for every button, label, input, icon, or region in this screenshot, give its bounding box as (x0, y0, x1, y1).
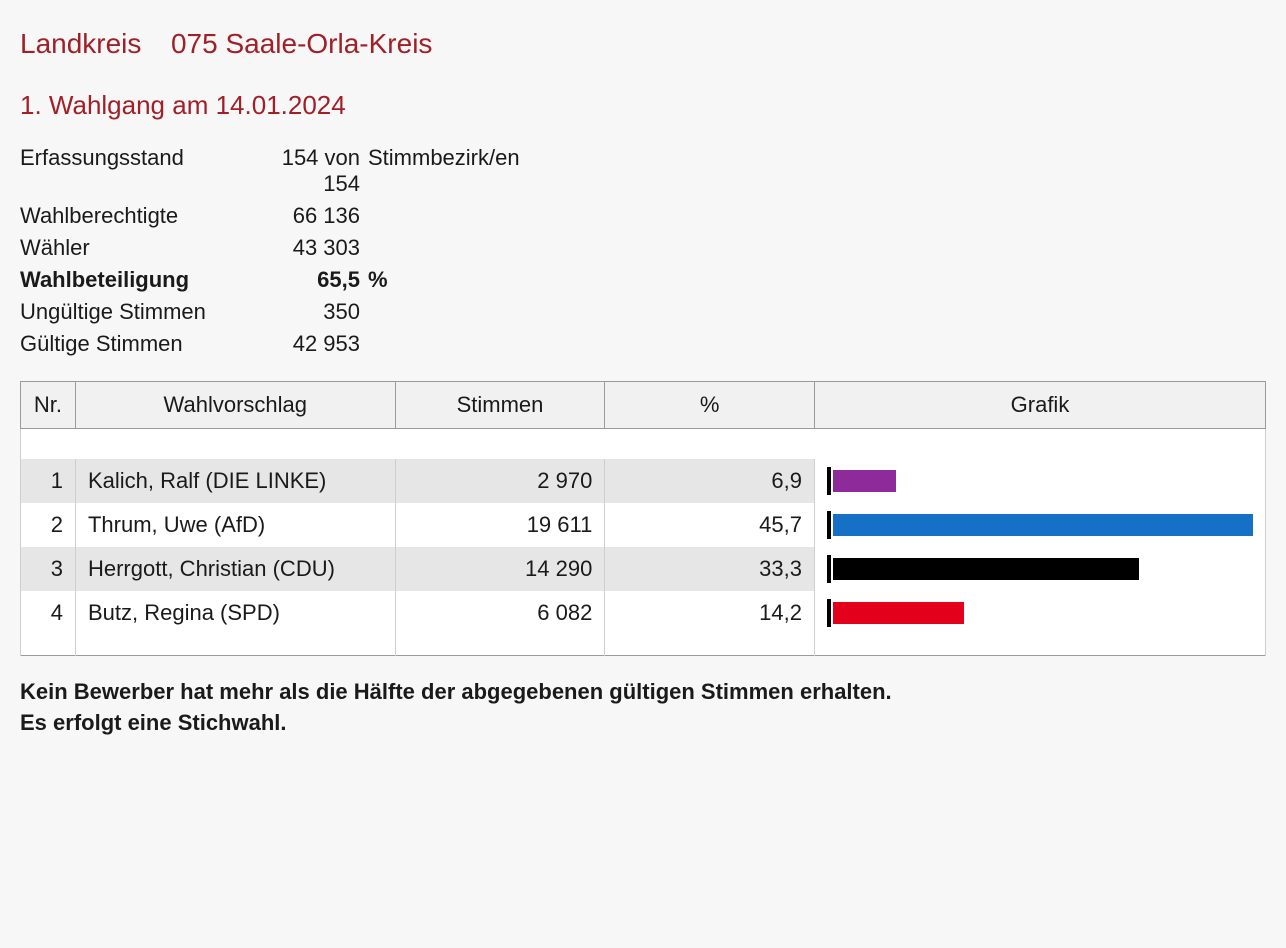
stat-label-ungueltig: Ungültige Stimmen (20, 299, 240, 325)
cell-bar (814, 547, 1265, 591)
stat-label-waehler: Wähler (20, 235, 240, 261)
stat-unit-beteiligung: % (368, 267, 388, 293)
bar-axis (827, 555, 831, 583)
footnote-line-1: Kein Bewerber hat mehr als die Hälfte de… (20, 676, 1266, 708)
page-title: Landkreis 075 Saale-Orla-Kreis (20, 28, 1266, 60)
cell-candidate: Butz, Regina (SPD) (75, 591, 395, 656)
cell-votes: 19 611 (395, 503, 605, 547)
bar (833, 470, 896, 492)
cell-votes: 6 082 (395, 591, 605, 656)
cell-nr: 1 (21, 459, 76, 503)
cell-nr: 4 (21, 591, 76, 656)
bar-axis (827, 511, 831, 539)
table-row: 2Thrum, Uwe (AfD)19 61145,7 (21, 503, 1266, 547)
bar (833, 558, 1139, 580)
region-name: 075 Saale-Orla-Kreis (171, 28, 432, 59)
summary-stats: Erfassungsstand 154 von 154 Stimmbezirk/… (20, 145, 1266, 357)
cell-nr: 2 (21, 503, 76, 547)
cell-percent: 45,7 (605, 503, 815, 547)
cell-votes: 14 290 (395, 547, 605, 591)
col-header-name: Wahlvorschlag (75, 382, 395, 429)
stat-value-beteiligung: 65,5 (240, 267, 360, 293)
stat-value-gueltig: 42 953 (240, 331, 360, 357)
bar (833, 602, 964, 624)
cell-candidate: Herrgott, Christian (CDU) (75, 547, 395, 591)
cell-candidate: Thrum, Uwe (AfD) (75, 503, 395, 547)
stat-label-berechtigte: Wahlberechtigte (20, 203, 240, 229)
table-row: 4Butz, Regina (SPD)6 08214,2 (21, 591, 1266, 656)
cell-bar (814, 591, 1265, 656)
cell-nr: 3 (21, 547, 76, 591)
col-header-nr: Nr. (21, 382, 76, 429)
cell-candidate: Kalich, Ralf (DIE LINKE) (75, 459, 395, 503)
col-header-pct: % (605, 382, 815, 429)
stat-unit-erfassung: Stimmbezirk/en (368, 145, 520, 171)
stat-value-ungueltig: 350 (240, 299, 360, 325)
bar-axis (827, 467, 831, 495)
cell-votes: 2 970 (395, 459, 605, 503)
stat-value-berechtigte: 66 136 (240, 203, 360, 229)
stat-label-gueltig: Gültige Stimmen (20, 331, 240, 357)
stat-label-beteiligung: Wahlbeteiligung (20, 267, 240, 293)
table-row: 3Herrgott, Christian (CDU)14 29033,3 (21, 547, 1266, 591)
cell-percent: 14,2 (605, 591, 815, 656)
col-header-votes: Stimmen (395, 382, 605, 429)
stat-value-waehler: 43 303 (240, 235, 360, 261)
cell-percent: 33,3 (605, 547, 815, 591)
stat-label-erfassung: Erfassungsstand (20, 145, 240, 171)
results-table: Nr. Wahlvorschlag Stimmen % Grafik 1Kali… (20, 381, 1266, 656)
region-type-label: Landkreis (20, 28, 141, 59)
stat-value-erfassung: 154 von 154 (240, 145, 360, 197)
footnote: Kein Bewerber hat mehr als die Hälfte de… (20, 676, 1266, 740)
round-heading: 1. Wahlgang am 14.01.2024 (20, 90, 1266, 121)
cell-percent: 6,9 (605, 459, 815, 503)
col-header-grafik: Grafik (814, 382, 1265, 429)
cell-bar (814, 459, 1265, 503)
bar (833, 514, 1253, 536)
cell-bar (814, 503, 1265, 547)
footnote-line-2: Es erfolgt eine Stichwahl. (20, 707, 1266, 739)
bar-axis (827, 599, 831, 627)
table-row: 1Kalich, Ralf (DIE LINKE)2 9706,9 (21, 459, 1266, 503)
